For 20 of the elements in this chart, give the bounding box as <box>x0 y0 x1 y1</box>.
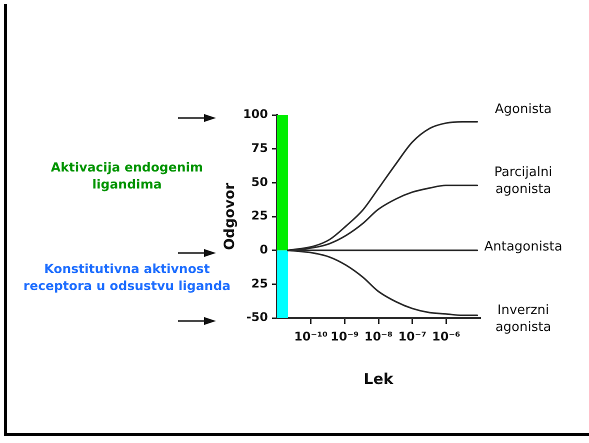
series-label: Inverzni agonista <box>495 303 552 336</box>
series-label: Antagonista <box>484 240 562 255</box>
y-axis-title: Odgovor <box>222 182 238 250</box>
y-tick-label: 100 <box>242 107 268 122</box>
x-tick-label: 10⁻⁹ <box>330 329 359 344</box>
text: Konstitutivna aktivnost receptora u odsustvu liganda <box>23 260 231 293</box>
x-tick-label: 10⁻⁷ <box>398 329 426 344</box>
y-tick-label: 25 <box>251 276 268 290</box>
y-tick-label: -50 <box>246 310 268 324</box>
x-tick-label: 10⁻⁸ <box>364 329 393 344</box>
y-tick-label: 0 <box>260 242 268 256</box>
y-tick-label: 25 <box>251 208 268 223</box>
text: Aktivacija endogenim ligandima <box>50 159 204 192</box>
x-tick-label: 10⁻¹⁰ <box>294 329 328 344</box>
series-label: Agonista <box>494 102 552 118</box>
x-axis-title: Lek <box>364 370 394 388</box>
y-tick-label: 75 <box>251 140 268 155</box>
x-tick-label: 10⁻⁶ <box>432 329 460 344</box>
y-tick-label: 50 <box>251 174 268 189</box>
series-label: Parcijalni agonista <box>494 165 552 198</box>
